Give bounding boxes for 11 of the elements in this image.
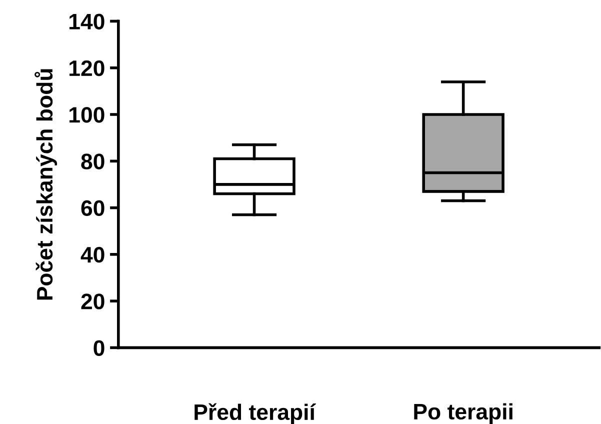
y-axis-title: Počet získaných bodů [34,69,58,300]
x-tick-label: Před terapií [194,403,316,424]
x-tick-label: Po terapii [414,403,512,424]
y-tick-label: 0 [94,340,104,356]
y-tick-label: 100 [70,107,104,123]
y-tick-label: 140 [70,14,104,30]
y-tick-label: 40 [80,246,104,263]
y-tick-label: 20 [81,294,104,310]
y-tick-label: 80 [81,154,104,170]
y-tick-label: 60 [81,200,104,216]
y-tick-label: 120 [70,60,104,76]
